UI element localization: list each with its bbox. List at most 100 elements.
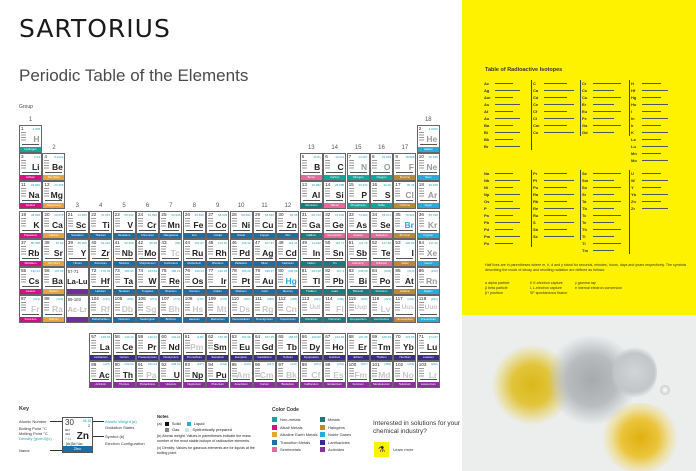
element-lanthanum[interactable]: 57 138.91 La Lanthanum: [89, 333, 113, 361]
element-helium[interactable]: 2 4.0026 He Helium: [416, 125, 440, 153]
element-cesium[interactable]: 55 132.91 Cs Cesium: [19, 267, 42, 295]
element-iridium[interactable]: 77 192.22 Ir Iridium: [206, 267, 230, 295]
element-neptunium[interactable]: 93 (237) Np Neptunium: [182, 360, 206, 388]
element-selenium[interactable]: 34 78.971 Se Selenium: [370, 211, 393, 239]
element-germanium[interactable]: 32 72.630 Ge Germanium: [323, 211, 347, 239]
element-neodymium[interactable]: 60 144.24 Nd Neodymium: [159, 333, 183, 361]
element-platinum[interactable]: 78 195.08 Pt Platinum: [229, 267, 253, 295]
element-thulium[interactable]: 69 168.93 Tm Thulium: [370, 333, 393, 361]
element-nobelium[interactable]: 102 (259) No Nobelium: [393, 360, 417, 388]
element-rubidium[interactable]: 37 85.468 Rb Rubidium: [19, 239, 42, 267]
element-holmium[interactable]: 67 164.93 Ho Holmium: [323, 333, 347, 361]
element-curium[interactable]: 96 (247) Cm Curium: [253, 360, 276, 388]
element-palladium[interactable]: 46 106.42 Pd Palladium: [229, 239, 253, 267]
element-americium[interactable]: 95 (243) Am Americium: [229, 360, 253, 388]
element-francium[interactable]: 87 (223) Fr Francium: [19, 295, 42, 323]
element-rhodium[interactable]: 45 102.91 Rh Rhodium: [206, 239, 230, 267]
element-promethium[interactable]: 61 (145) Pm Promethium: [182, 333, 206, 361]
element-ytterbium[interactable]: 70 173.05 Yb Ytterbium: [393, 333, 417, 361]
element-zinc[interactable]: 30 65.38 Zn Zinc: [276, 211, 300, 239]
element-praseodymium[interactable]: 59 140.91 Pr Praseodymium: [136, 333, 159, 361]
element-dysprosium[interactable]: 66 162.50 Dy Dysprosium: [299, 333, 323, 361]
element-samarium[interactable]: 62 150.36 Sm Samarium: [206, 333, 230, 361]
element-technetium[interactable]: 43 (98) Tc Technetium: [159, 239, 183, 267]
element-livermorium[interactable]: 116 (293) Lv Livermorium: [370, 295, 393, 323]
element-ununseptium[interactable]: 117 (294) Uus Ununseptium: [393, 295, 417, 323]
element-gallium[interactable]: 31 69.723 Ga Gallium: [299, 211, 323, 239]
element-radon[interactable]: 86 (222) Rn Radon: [416, 267, 440, 295]
element-thallium[interactable]: 81 204.38 Tl Thallium: [299, 267, 323, 295]
element-silicon[interactable]: 14 28.085 Si Silicon: [323, 181, 347, 209]
element-hafnium[interactable]: 72 178.49 Hf Hafnium: [89, 267, 113, 295]
element-carbon[interactable]: 6 12.011 C Carbon: [323, 153, 347, 181]
element-thorium[interactable]: 90 232.04 Th Thorium: [112, 360, 136, 388]
element-silver[interactable]: 47 107.87 Ag Silver: [253, 239, 276, 267]
element-magnesium[interactable]: 12 24.305 Mg Magnesium: [42, 181, 66, 209]
element-cobalt[interactable]: 27 58.933 Co Cobalt: [206, 211, 230, 239]
element-fermium[interactable]: 100 (257) Fm Fermium: [346, 360, 370, 388]
element-chromium[interactable]: 24 51.996 Cr Chromium: [136, 211, 159, 239]
element-ununtrium[interactable]: 113 (284) Uut Ununtrium: [299, 295, 323, 323]
element-xenon[interactable]: 54 131.29 Xe Xenon: [416, 239, 440, 267]
element-iodine[interactable]: 53 126.90 I Iodine: [393, 239, 417, 267]
element-potassium[interactable]: 19 39.098 K Potassium: [19, 211, 42, 239]
element-aluminum[interactable]: 13 26.982 Al Aluminum: [299, 181, 323, 209]
element-seaborgium[interactable]: 106 (271) Sg Seaborgium: [136, 295, 159, 323]
chemistry-icon[interactable]: ⚗: [374, 442, 389, 457]
element-antimony[interactable]: 51 121.76 Sb Antimony: [346, 239, 370, 267]
element-scandium[interactable]: 21 44.956 Sc Scandium: [65, 211, 89, 239]
element-indium[interactable]: 49 114.82 In Indium: [299, 239, 323, 267]
actinide-placeholder[interactable]: 89-103 Ac-Lr: [65, 295, 89, 323]
element-actinium[interactable]: 89 (227) Ac Actinium: [89, 360, 113, 388]
element-krypton[interactable]: 36 83.798 Kr Krypton: [416, 211, 440, 239]
element-nickel[interactable]: 28 58.693 Ni Nickel: [229, 211, 253, 239]
element-barium[interactable]: 56 137.33 Ba Barium: [42, 267, 66, 295]
element-argon[interactable]: 18 39.948 Ar Argon: [416, 181, 440, 209]
learn-more-link[interactable]: Learn more: [393, 447, 414, 452]
element-neon[interactable]: 10 20.180 Ne Neon: [416, 153, 440, 181]
element-bromine[interactable]: 35 79.904 Br Bromine: [393, 211, 417, 239]
element-rhenium[interactable]: 75 186.21 Re Rhenium: [159, 267, 183, 295]
element-sodium[interactable]: 11 22.990 Na Sodium: [19, 181, 42, 209]
element-radium[interactable]: 88 (226) Ra Radium: [42, 295, 66, 323]
element-erbium[interactable]: 68 167.26 Er Erbium: [346, 333, 370, 361]
element-mendelevium[interactable]: 101 (258) Md Mendelevium: [370, 360, 393, 388]
element-uranium[interactable]: 92 238.03 U Uranium: [159, 360, 183, 388]
element-berkelium[interactable]: 97 (247) Bk Berkelium: [276, 360, 300, 388]
element-gadolinium[interactable]: 64 157.25 Gd Gadolinium: [253, 333, 276, 361]
element-molybdenum[interactable]: 42 95.95 Mo Molybdenum: [136, 239, 159, 267]
element-californium[interactable]: 98 (251) Cf Californium: [299, 360, 323, 388]
element-bohrium[interactable]: 107 (272) Bh Bohrium: [159, 295, 183, 323]
element-cerium[interactable]: 58 140.12 Ce Cerium: [112, 333, 136, 361]
element-boron[interactable]: 5 10.81 B Boron: [299, 153, 323, 181]
element-tellurium[interactable]: 52 127.60 Te Tellurium: [370, 239, 393, 267]
element-calcium[interactable]: 20 40.078 Ca Calcium: [42, 211, 66, 239]
element-roentgenium[interactable]: 111 (280) Rg Roentgenium: [253, 295, 276, 323]
element-lead[interactable]: 82 207.2 Pb Lead: [323, 267, 347, 295]
element-protactinium[interactable]: 91 231.04 Pa Protactinium: [136, 360, 159, 388]
element-plutonium[interactable]: 94 (244) Pu Plutonium: [206, 360, 230, 388]
element-copernicium[interactable]: 112 (285) Cn Copernicium: [276, 295, 300, 323]
element-meitnerium[interactable]: 109 (276) Mt Meitnerium: [206, 295, 230, 323]
element-mercury[interactable]: 80 200.59 Hg Mercury: [276, 267, 300, 295]
element-arsenic[interactable]: 33 74.922 As Arsenic: [346, 211, 370, 239]
element-polonium[interactable]: 84 (209) Po Polonium: [370, 267, 393, 295]
element-tungsten[interactable]: 74 183.84 W Tungsten: [136, 267, 159, 295]
element-oxygen[interactable]: 8 15.999 O Oxygen: [370, 153, 393, 181]
lanthanide-placeholder[interactable]: 57-71 La-Lu: [65, 267, 89, 295]
element-manganese[interactable]: 25 54.938 Mn Manganese: [159, 211, 183, 239]
element-titanium[interactable]: 22 47.867 Ti Titanium: [89, 211, 113, 239]
element-einsteinium[interactable]: 99 (252) Es Einsteinium: [323, 360, 347, 388]
element-astatine[interactable]: 85 (210) At Astatine: [393, 267, 417, 295]
element-ununpentium[interactable]: 115 (288) Uup Ununpentium: [346, 295, 370, 323]
element-ruthenium[interactable]: 44 101.07 Ru Ruthenium: [182, 239, 206, 267]
element-tantalum[interactable]: 73 180.95 Ta Tantalum: [112, 267, 136, 295]
element-copper[interactable]: 29 63.546 Cu Copper: [253, 211, 276, 239]
element-cadmium[interactable]: 48 112.41 Cd Cadmium: [276, 239, 300, 267]
element-hassium[interactable]: 108 (270) Hs Hassium: [182, 295, 206, 323]
element-darmstadtium[interactable]: 110 (281) Ds Darmstadtium: [229, 295, 253, 323]
element-phosphorus[interactable]: 15 30.974 P Phosphorus: [346, 181, 370, 209]
element-beryllium[interactable]: 4 9.0122 Be Beryllium: [42, 153, 66, 181]
element-europium[interactable]: 63 151.96 Eu Europium: [229, 333, 253, 361]
element-strontium[interactable]: 38 87.62 Sr Strontium: [42, 239, 66, 267]
